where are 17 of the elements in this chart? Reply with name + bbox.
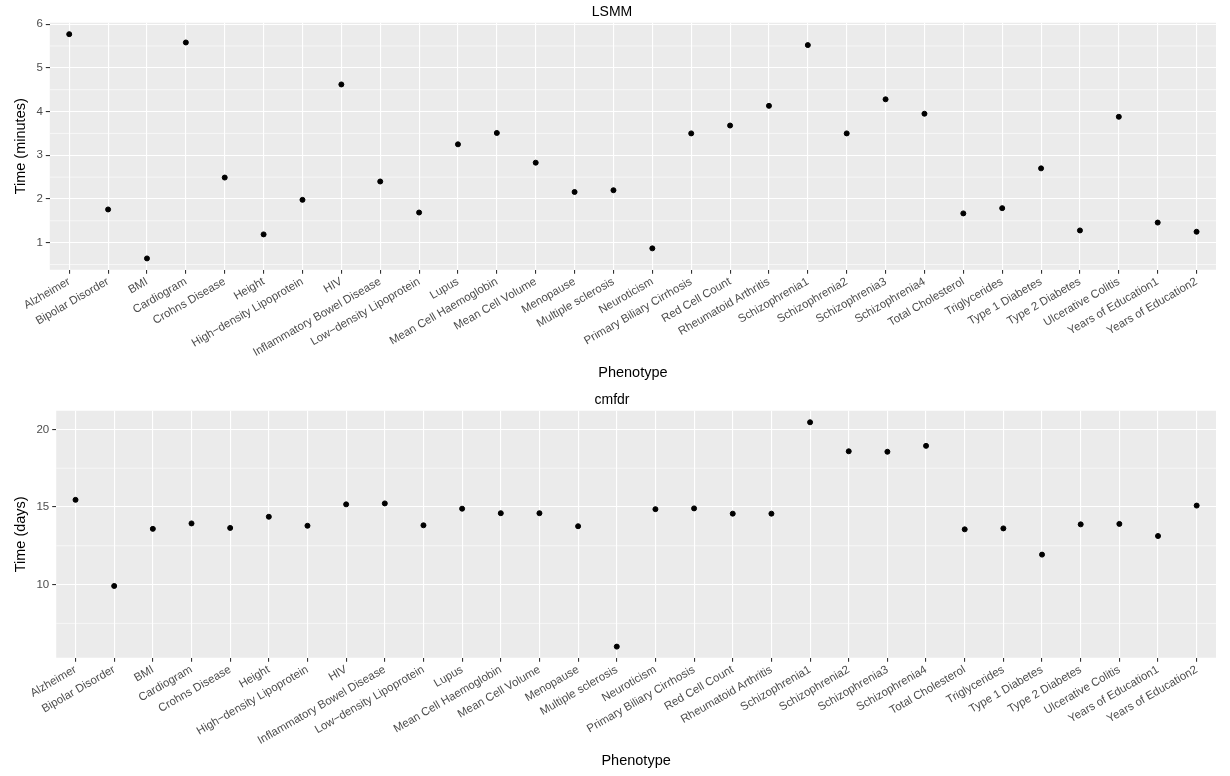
y-tick-label: 20 [36, 422, 50, 435]
y-axis-title: Time (days) [11, 496, 28, 573]
chart-title: LSMM [591, 3, 633, 20]
chart-title: cmfdr [594, 391, 630, 408]
y-tick-label: 10 [36, 577, 50, 590]
y-tick-label: 15 [36, 500, 50, 513]
y-tick-label: 2 [36, 192, 43, 205]
y-tick-label: 3 [36, 148, 43, 161]
y-axis-title: Time (minutes) [11, 98, 28, 195]
x-axis-title: Phenotype [598, 364, 668, 381]
y-tick-label: 6 [36, 17, 43, 30]
x-tick-label: HIV [326, 662, 350, 683]
y-tick-label: 1 [36, 235, 43, 248]
x-axis-title: Phenotype [601, 752, 671, 769]
x-tick-label: HIV [321, 274, 345, 295]
y-tick-label: 4 [36, 104, 44, 117]
y-tick-label: 5 [36, 61, 43, 73]
